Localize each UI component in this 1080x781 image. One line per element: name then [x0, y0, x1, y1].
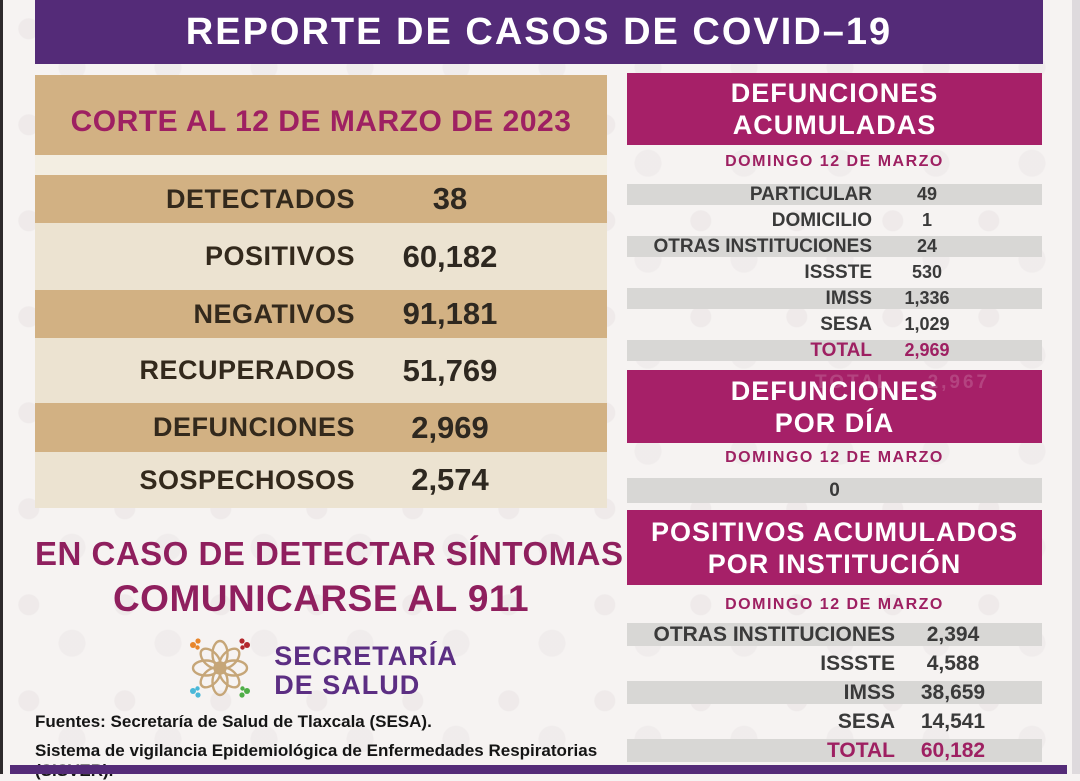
logo-line1: SECRETARÍA	[274, 640, 458, 671]
cutoff-date-header: CORTE AL 12 DE MARZO DE 2023	[35, 75, 607, 155]
positives-table: OTRAS INSTITUCIONES 2,394 ISSSTE 4,588 I…	[627, 623, 1042, 768]
positives-title-line2: POR INSTITUCIÓN	[707, 548, 962, 579]
positives-by-institution-header: POSITIVOS ACUMULADOS POR INSTITUCIÓN	[627, 510, 1042, 585]
row-label: RECUPERADOS	[139, 355, 355, 385]
panel-divider	[35, 155, 607, 175]
table-row: IMSS 38,659	[627, 681, 1042, 704]
row-value: 24	[916, 236, 938, 256]
table-row: DOMICILIO 1	[627, 210, 1042, 231]
ghost-total-value: 2,967	[927, 372, 991, 393]
table-row: POSITIVOS 60,182	[35, 223, 607, 290]
sources-line2: Sistema de vigilancia Epidemiológica de …	[35, 741, 598, 780]
table-row: DETECTADOS 38	[35, 175, 607, 223]
page-left-edge	[0, 0, 3, 774]
row-label: TOTAL	[826, 738, 895, 762]
row-value: 2,574	[411, 462, 489, 497]
row-value: 38,659	[920, 680, 986, 704]
row-label: DOMICILIO	[771, 209, 872, 231]
deaths-cumulative-title-line2: ACUMULADAS	[732, 110, 937, 140]
table-row: DEFUNCIONES 2,969	[35, 403, 607, 452]
row-label: IMSS	[825, 287, 872, 309]
table-row: NEGATIVOS 91,181	[35, 290, 607, 338]
deaths-per-day-value: 0	[627, 478, 1042, 503]
logo-line2: DE SALUD	[274, 669, 421, 700]
row-value: 1,029	[904, 314, 950, 334]
row-value: 91,181	[402, 296, 498, 331]
sources-line1: Fuentes: Secretaría de Salud de Tlaxcala…	[35, 712, 432, 731]
row-label: PARTICULAR	[749, 183, 872, 205]
symptoms-notice: EN CASO DE DETECTAR SÍNTOMAS COMUNICARSE…	[35, 535, 624, 620]
row-label: ISSSTE	[820, 651, 895, 675]
row-label: TOTAL	[810, 339, 872, 361]
flower-color-accents	[190, 638, 251, 698]
row-label: DEFUNCIONES	[152, 412, 355, 442]
secretaria-de-salud-logo: SECRETARÍA DE SALUD	[35, 632, 607, 709]
positives-title-line1: POSITIVOS ACUMULADOS	[650, 516, 1019, 547]
row-value: 38	[432, 181, 468, 216]
table-row: ISSSTE 4,588	[627, 652, 1042, 675]
table-row: SESA 1,029	[627, 314, 1042, 335]
table-row: ISSSTE 530	[627, 262, 1042, 283]
table-row: IMSS 1,336	[627, 288, 1042, 309]
row-value: 49	[916, 184, 938, 204]
row-value: 2,969	[411, 409, 489, 445]
row-label: POSITIVOS	[204, 241, 355, 271]
symptoms-notice-line1: EN CASO DE DETECTAR SÍNTOMAS	[35, 535, 624, 572]
deaths-cumulative-header: DEFUNCIONES ACUMULADAS	[627, 73, 1042, 145]
row-label: OTRAS INSTITUCIONES	[653, 622, 895, 646]
table-row: OTRAS INSTITUCIONES 24	[627, 236, 1042, 257]
row-value: 60,182	[920, 738, 986, 762]
table-row: RECUPERADOS 51,769	[35, 338, 607, 403]
deaths-per-day-title-line2: POR DÍA	[774, 407, 895, 438]
row-label: OTRAS INSTITUCIONES	[653, 235, 872, 257]
bottom-accent-bar	[10, 765, 1067, 774]
table-row-total: TOTAL 2,969	[627, 340, 1042, 361]
table-row: SOSPECHOSOS 2,574	[35, 452, 607, 508]
ghost-total-label: TOTAL	[815, 372, 892, 393]
deaths-per-day-title-line1: DEFUNCIONES	[730, 375, 939, 406]
deaths-per-day-header: TOTAL 2,967 DEFUNCIONES POR DÍA	[627, 370, 1042, 443]
page-right-edge	[1072, 0, 1080, 774]
summary-panel: CORTE AL 12 DE MARZO DE 2023 DETECTADOS …	[35, 75, 607, 508]
row-value: 2,969	[904, 340, 950, 360]
row-value: 51,769	[402, 352, 498, 388]
report-title-banner: REPORTE DE CASOS DE COVID–19	[35, 0, 1043, 64]
deaths-cumulative-title-line1: DEFUNCIONES	[730, 78, 939, 108]
row-value: 530	[911, 262, 943, 282]
health-ministry-flower-icon	[184, 632, 256, 709]
row-label: DETECTADOS	[165, 183, 355, 214]
row-value: 1,336	[904, 288, 950, 308]
row-label: ISSSTE	[804, 261, 872, 283]
logo-wordmark: SECRETARÍA DE SALUD	[274, 640, 458, 700]
cutoff-date-text: CORTE AL 12 DE MARZO DE 2023	[70, 105, 572, 138]
row-label: IMSS	[843, 680, 895, 704]
positives-date: DOMINGO 12 DE MARZO	[725, 596, 944, 613]
table-row-total: TOTAL 60,182	[627, 739, 1042, 762]
ghost-total-watermark: TOTAL 2,967	[815, 372, 990, 394]
table-row: PARTICULAR 49	[627, 184, 1042, 205]
table-row: OTRAS INSTITUCIONES 2,394	[627, 623, 1042, 646]
table-row: SESA 14,541	[627, 710, 1042, 733]
symptoms-notice-line2: COMUNICARSE AL 911	[112, 578, 530, 619]
row-value: 60,182	[402, 238, 498, 274]
row-label: SOSPECHOSOS	[139, 464, 355, 495]
row-value: 2,394	[926, 622, 980, 646]
report-title: REPORTE DE CASOS DE COVID–19	[185, 10, 893, 53]
row-value: 4,588	[926, 651, 980, 675]
row-label: NEGATIVOS	[193, 298, 355, 329]
deaths-cumulative-date: DOMINGO 12 DE MARZO	[725, 153, 944, 170]
row-value: 1	[921, 210, 932, 230]
row-label: SESA	[820, 313, 872, 335]
deaths-per-day-date: DOMINGO 12 DE MARZO	[725, 449, 944, 466]
row-value: 14,541	[920, 709, 986, 733]
deaths-cumulative-table: PARTICULAR 49 DOMICILIO 1 OTRAS INSTITUC…	[627, 184, 1042, 366]
row-label: SESA	[837, 709, 895, 733]
